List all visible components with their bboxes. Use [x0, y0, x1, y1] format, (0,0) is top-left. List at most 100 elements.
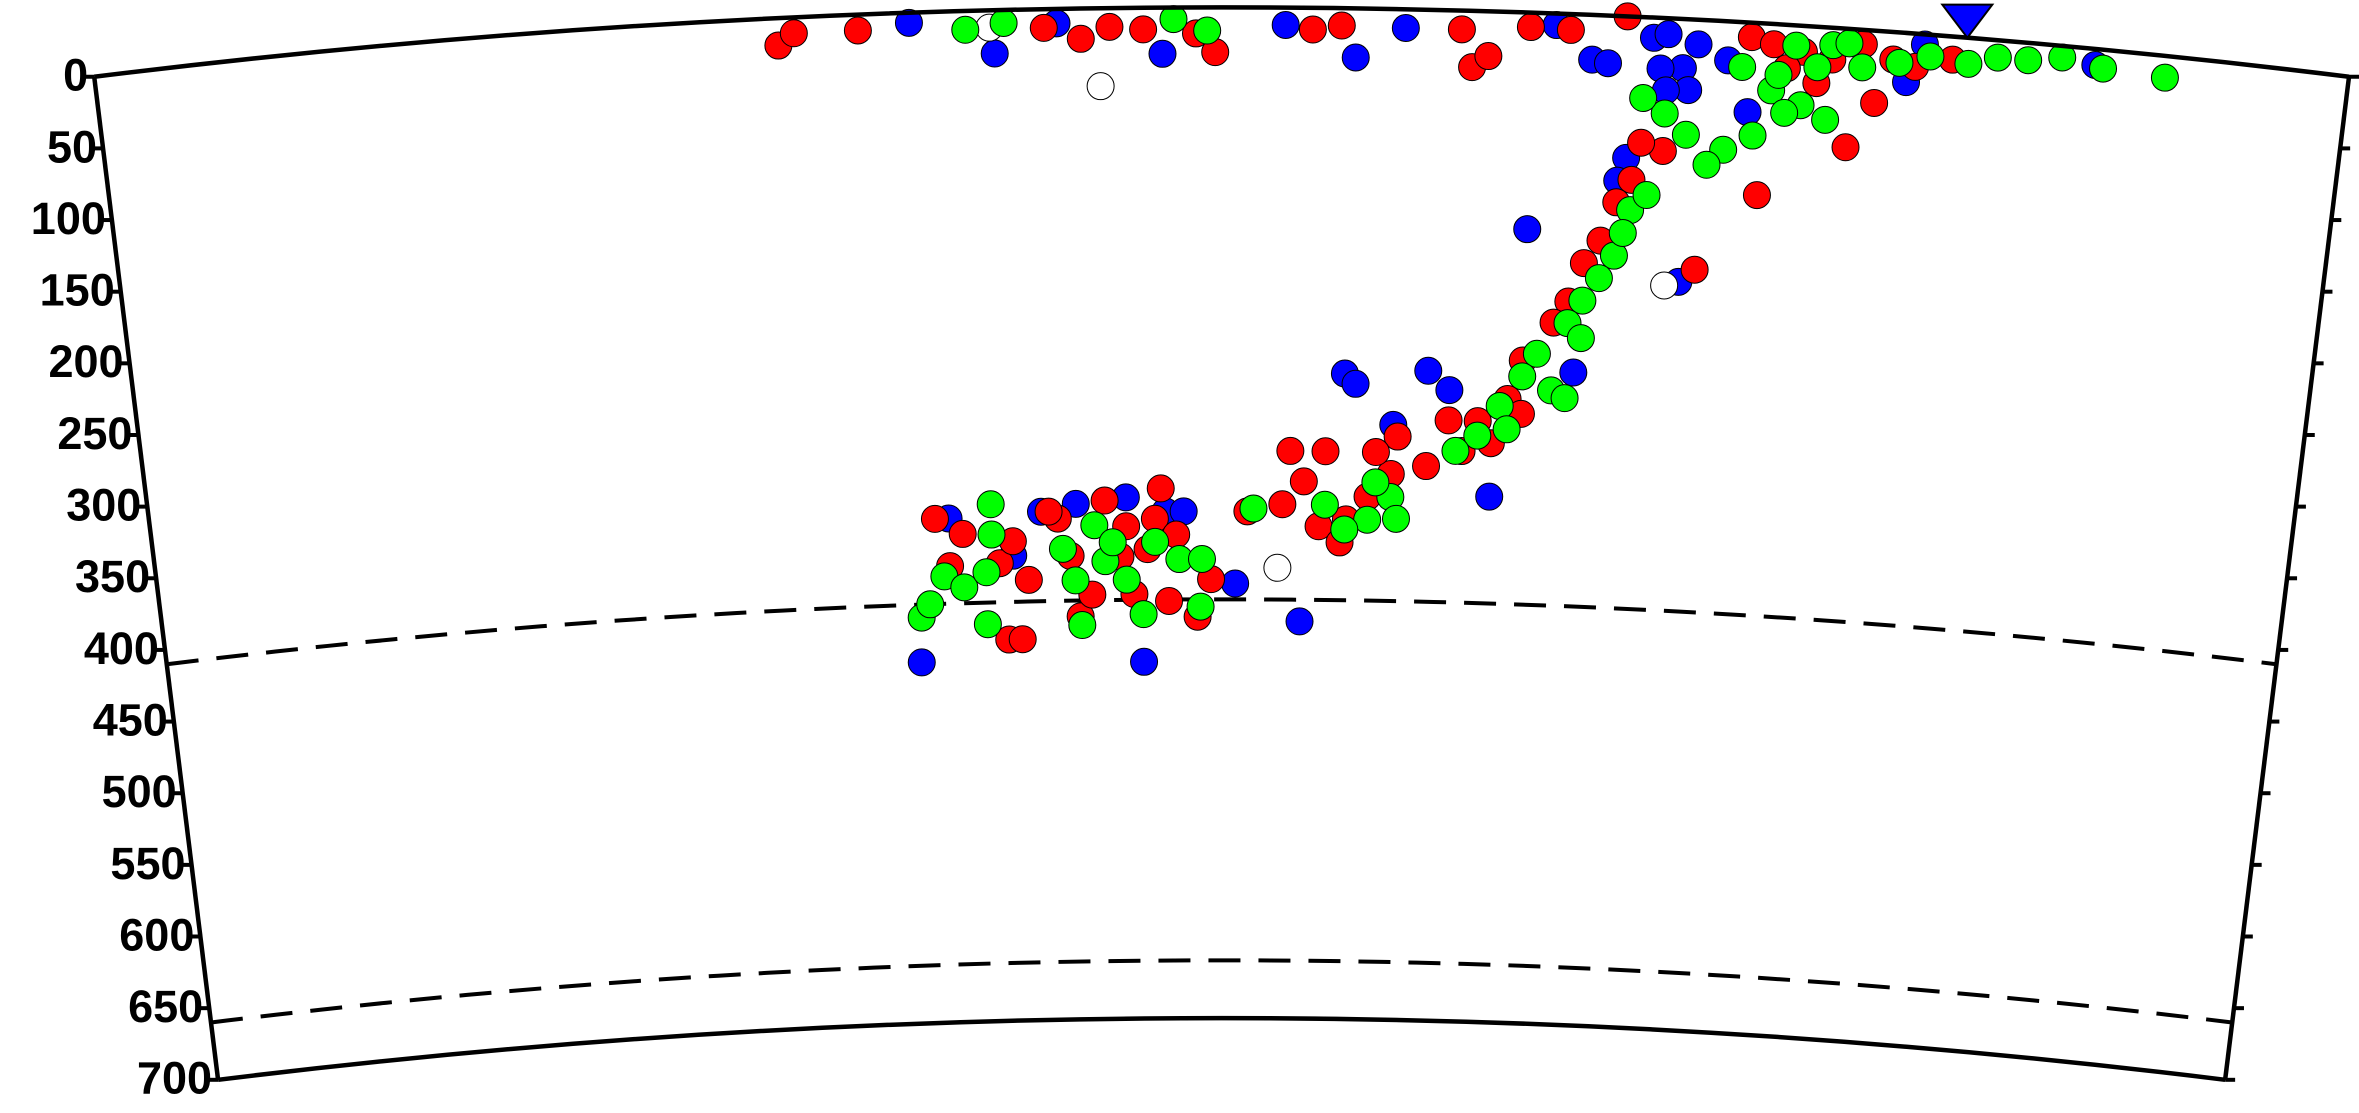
earthquake-point	[1098, 528, 1127, 557]
station-marker	[1940, 3, 1995, 40]
earthquake-point	[1086, 72, 1115, 101]
earthquake-point	[1764, 60, 1793, 89]
earthquake-point	[950, 573, 979, 602]
earthquake-point	[1860, 88, 1889, 117]
y-tick-label: 350	[75, 551, 150, 602]
y-tick-label: 400	[84, 623, 159, 674]
earthquake-point	[920, 504, 949, 533]
earthquake-point	[1770, 98, 1799, 127]
earthquake-point	[1584, 264, 1613, 293]
earthquake-point	[1556, 15, 1585, 44]
earthquake-point	[1566, 324, 1595, 353]
earthquake-point	[1811, 105, 1840, 134]
earthquake-point	[894, 8, 923, 37]
earthquake-point	[1129, 15, 1158, 44]
earthquake-point	[980, 39, 1009, 68]
earthquake-point	[1112, 565, 1141, 594]
earthquake-point	[1412, 452, 1441, 481]
earthquake-point	[1559, 358, 1588, 387]
y-tick-label: 200	[48, 336, 123, 387]
y-tick-label: 50	[47, 121, 97, 172]
earthquake-point	[1271, 10, 1300, 39]
earthquake-point	[1916, 42, 1945, 71]
earthquake-point	[1268, 490, 1297, 519]
earthquake-point	[1738, 121, 1767, 150]
earthquake-point	[907, 648, 936, 677]
earthquake-point	[1061, 566, 1090, 595]
earthquake-point	[1593, 49, 1622, 78]
y-tick-label: 700	[137, 1053, 212, 1104]
earthquake-point	[1513, 215, 1542, 244]
y-tick-label: 250	[57, 408, 132, 459]
earthquake-point	[1568, 286, 1597, 315]
earthquake-point	[843, 16, 872, 45]
earthquake-point	[1276, 436, 1305, 465]
earthquake-point	[1492, 415, 1521, 444]
earthquake-point	[1361, 468, 1390, 497]
discontinuity	[210, 958, 2233, 1025]
earthquake-point	[1381, 504, 1410, 533]
earthquake-point	[1187, 544, 1216, 573]
earthquake-point	[1330, 515, 1359, 544]
earthquake-point	[951, 15, 980, 44]
earthquake-point	[1742, 181, 1771, 210]
earthquake-point	[1474, 42, 1503, 71]
earthquake-point	[1671, 120, 1700, 149]
earthquake-point	[972, 558, 1001, 587]
earthquake-point	[1141, 527, 1170, 556]
earthquake-point	[1835, 29, 1864, 58]
earthquake-point	[1782, 31, 1811, 60]
earthquake-point	[1066, 24, 1095, 53]
earthquake-point	[976, 490, 1005, 519]
y-tick-label: 600	[119, 909, 194, 960]
earthquake-point	[1146, 474, 1175, 503]
earthquake-point	[1310, 490, 1339, 519]
earthquake-point	[1029, 13, 1058, 42]
earthquake-point	[1733, 98, 1762, 127]
discontinuity	[166, 597, 2277, 667]
earthquake-point	[1550, 384, 1579, 413]
earthquake-point	[1654, 20, 1683, 49]
earthquake-point	[1014, 565, 1043, 594]
earthquake-point	[1632, 181, 1661, 210]
earthquake-point	[1508, 362, 1537, 391]
earthquake-point	[1608, 218, 1637, 247]
earthquake-point	[1263, 553, 1292, 582]
earthquake-point	[1983, 43, 2012, 72]
earthquake-point	[989, 8, 1018, 37]
earthquake-point	[1129, 600, 1158, 629]
y-tick-label: 500	[102, 766, 177, 817]
y-tick-label: 100	[31, 193, 106, 244]
earthquake-point	[1130, 647, 1159, 676]
earthquake-point	[1341, 43, 1370, 72]
earthquake-point	[1447, 15, 1476, 44]
earthquake-point	[948, 519, 977, 548]
y-tick-label: 0	[63, 50, 88, 101]
earthquake-point	[2150, 63, 2179, 92]
earthquake-point	[1186, 592, 1215, 621]
earthquake-point	[1463, 421, 1492, 450]
earthquake-point	[1516, 13, 1545, 42]
earthquake-point	[1728, 52, 1757, 81]
earthquake-point	[973, 610, 1002, 639]
earthquake-point	[779, 19, 808, 48]
earthquake-point	[1080, 511, 1109, 540]
frame	[93, 5, 2350, 79]
earthquake-point	[1391, 14, 1420, 43]
earthquake-point	[1684, 30, 1713, 59]
earthquake-point	[1193, 16, 1222, 45]
earthquake-point	[1414, 356, 1443, 385]
earthquake-point	[1522, 339, 1551, 368]
earthquake-point	[2014, 46, 2043, 75]
earthquake-point	[1831, 133, 1860, 162]
earthquake-point	[1298, 15, 1327, 44]
earthquake-point	[1048, 534, 1077, 563]
earthquake-point	[1311, 437, 1340, 466]
earthquake-point	[1441, 436, 1470, 465]
y-tick-label: 150	[40, 265, 115, 316]
earthquake-point	[1341, 369, 1370, 398]
earthquake-point	[1221, 569, 1250, 598]
frame	[91, 76, 221, 1081]
earthquake-point	[1680, 255, 1709, 284]
earthquake-point	[1629, 84, 1658, 113]
